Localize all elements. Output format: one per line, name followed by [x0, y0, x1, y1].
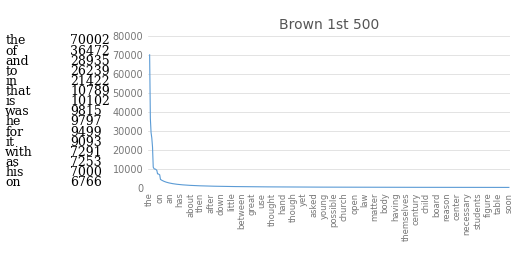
Text: it: it [5, 136, 14, 149]
Text: to: to [5, 65, 18, 78]
Text: he: he [5, 115, 21, 128]
Text: is: is [5, 95, 16, 108]
Text: on: on [5, 176, 21, 189]
Title: Brown 1st 500: Brown 1st 500 [279, 18, 379, 32]
Text: as: as [5, 156, 19, 169]
Text: 7000: 7000 [70, 166, 102, 179]
Text: 70002: 70002 [70, 34, 110, 47]
Text: 26239: 26239 [70, 65, 110, 78]
Text: 6766: 6766 [70, 176, 102, 189]
Text: was: was [5, 105, 30, 118]
Text: in: in [5, 75, 17, 88]
Text: 9815: 9815 [70, 105, 102, 118]
Text: 21422: 21422 [70, 75, 110, 88]
Text: that: that [5, 85, 31, 98]
Text: 7291: 7291 [70, 146, 102, 159]
Text: 9499: 9499 [70, 126, 102, 139]
Text: 9093: 9093 [70, 136, 102, 149]
Text: of: of [5, 44, 17, 58]
Text: his: his [5, 166, 23, 179]
Text: 10789: 10789 [70, 85, 110, 98]
Text: the: the [5, 34, 25, 47]
Text: and: and [5, 55, 29, 68]
Text: with: with [5, 146, 33, 159]
Text: 9797: 9797 [70, 115, 102, 128]
Text: 7253: 7253 [70, 156, 102, 169]
Text: for: for [5, 126, 23, 139]
Text: 28935: 28935 [70, 55, 110, 68]
Text: 10102: 10102 [70, 95, 110, 108]
Text: 36472: 36472 [70, 44, 110, 58]
